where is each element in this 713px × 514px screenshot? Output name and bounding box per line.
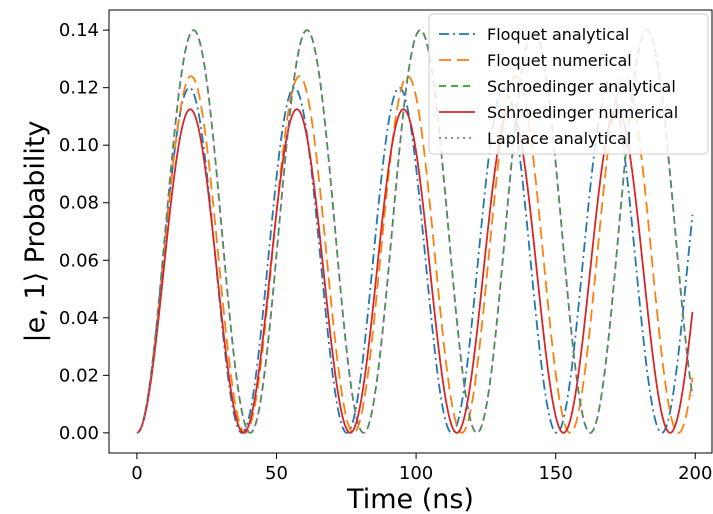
legend: Floquet analytical Floquet numerical Schro… xyxy=(428,13,709,155)
x-axis-label: Time (ns) xyxy=(346,484,474,514)
y-tick-label: 0.08 xyxy=(59,193,99,214)
series-line-4 xyxy=(136,29,694,434)
plot-frame xyxy=(108,9,713,454)
legend-label-4: Laplace analytical xyxy=(487,129,631,148)
y-tick-label: 0.00 xyxy=(59,423,99,444)
y-axis-label: |e, 1⟩ Probability xyxy=(20,121,51,343)
ticks-layer: 0 50 100 150 200 0.00 0.02 0.04 0.06 0.08 0.10 0.12… xyxy=(59,20,713,484)
series-layer xyxy=(136,29,694,434)
legend-box xyxy=(428,13,709,155)
y-tick-label: 0.06 xyxy=(59,250,99,271)
x-tick-label: 150 xyxy=(538,463,572,484)
x-tick-label: 0 xyxy=(131,463,142,484)
y-tick-label: 0.04 xyxy=(59,308,99,329)
legend-label-1: Floquet numerical xyxy=(487,51,632,70)
y-tick-label: 0.14 xyxy=(59,20,99,41)
legend-label-0: Floquet analytical xyxy=(487,25,629,44)
legend-label-3: Schroedinger numerical xyxy=(487,103,678,122)
x-tick-label: 50 xyxy=(265,463,288,484)
y-tick-label: 0.02 xyxy=(59,365,99,386)
y-tick-label: 0.10 xyxy=(59,135,99,156)
x-tick-label: 100 xyxy=(399,463,433,484)
series-line-3 xyxy=(136,108,694,434)
legend-label-2: Schroedinger analytical xyxy=(487,77,676,96)
series-line-1 xyxy=(136,75,694,434)
x-tick-label: 200 xyxy=(678,463,712,484)
y-tick-label: 0.12 xyxy=(59,78,99,99)
